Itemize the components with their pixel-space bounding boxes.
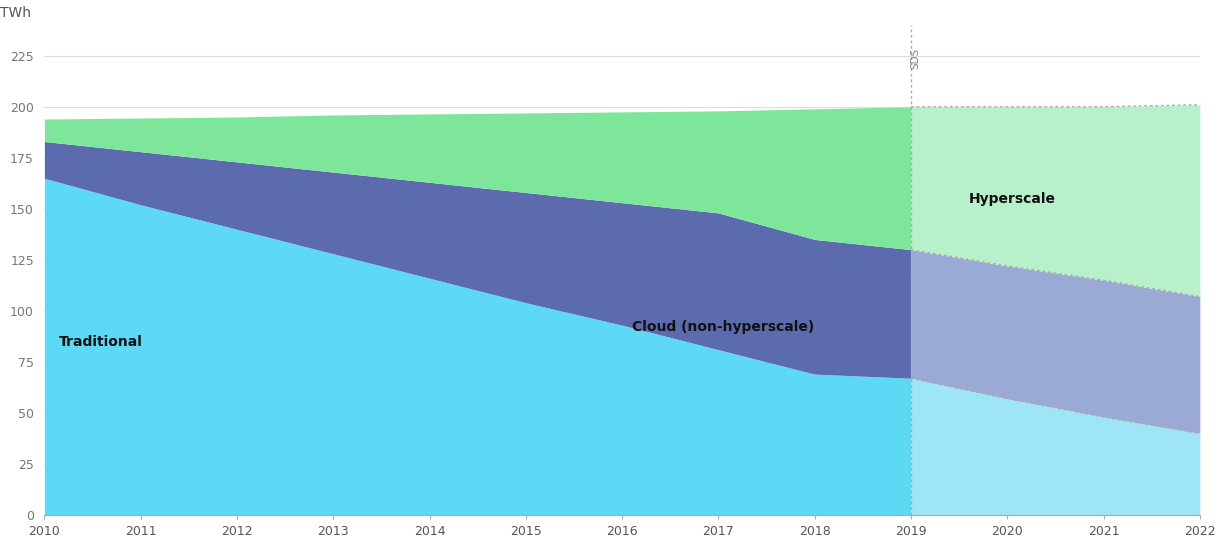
Text: SDS: SDS (911, 48, 920, 69)
Text: Cloud (non-hyperscale): Cloud (non-hyperscale) (632, 321, 814, 334)
Text: Hyperscale: Hyperscale (968, 192, 1056, 206)
Text: TWh: TWh (0, 5, 32, 20)
Text: Traditional: Traditional (59, 335, 143, 348)
